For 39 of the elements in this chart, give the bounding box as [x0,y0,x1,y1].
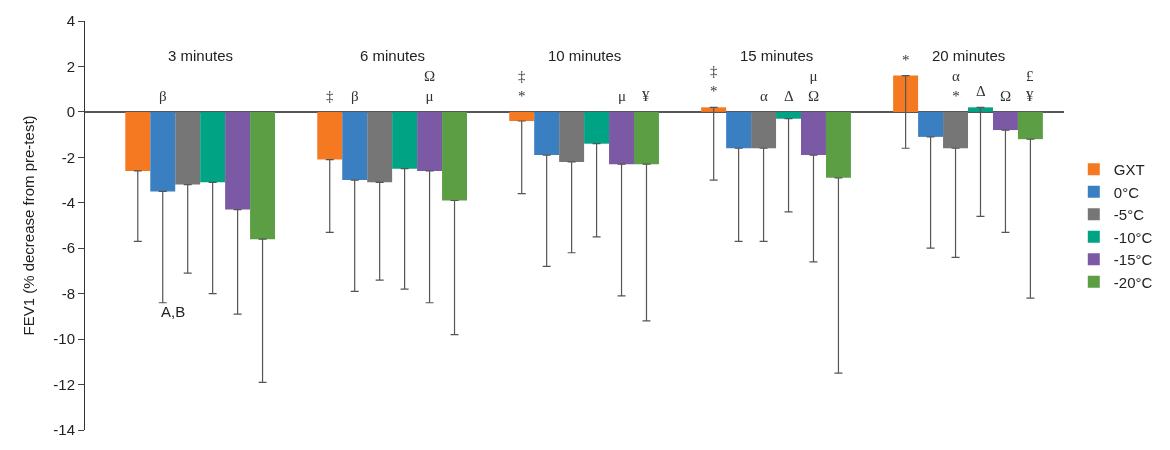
data-label: β [351,88,359,104]
y-tick-label: 0 [66,103,75,121]
y-tick-label: -4 [61,194,75,212]
x-tick-label: 20 minutes [932,47,1006,64]
data-label: * [902,52,910,68]
data-label: ‡ [326,88,334,104]
legend-label: -10°C [1113,228,1153,246]
y-tick-label: -10 [53,330,75,348]
data-label: α * [952,68,960,104]
y-axis-title: FEV1 (% decrease from pre-test) [19,115,37,336]
y-tick-label: 4 [66,12,75,30]
y-tick-label: 2 [66,57,75,75]
data-label: Δ [976,83,986,99]
data-label: £ ¥ [1026,68,1034,104]
data-label: μ Ω [808,68,820,104]
y-tick-label: -6 [61,239,75,257]
data-label: ‡ * [710,63,718,99]
y-tick-label: -2 [61,148,75,166]
data-label: Δ [784,88,794,104]
data-label: ¥ [642,88,650,104]
y-tick-label: -12 [53,375,75,393]
data-label: β [159,88,167,104]
legend-label: 0°C [1113,183,1140,201]
x-tick-label: 6 minutes [360,47,426,64]
legend-label: -20°C [1113,273,1153,291]
data-label: α [760,88,768,104]
y-tick-label: -8 [61,284,75,302]
y-tick-label: -14 [53,421,75,439]
annotation: A,B [161,303,186,320]
legend-label: -15°C [1113,251,1153,269]
data-label: Ω [1000,88,1012,104]
data-label: μ [618,88,627,104]
x-tick-label: 15 minutes [740,47,814,64]
x-tick-label: 10 minutes [548,47,622,64]
legend-label: GXT [1113,161,1145,179]
x-tick-label: 3 minutes [168,47,234,64]
data-label: ‡ * [518,68,526,104]
data-label: Ω μ [424,68,436,104]
legend-label: -5°C [1113,206,1145,224]
